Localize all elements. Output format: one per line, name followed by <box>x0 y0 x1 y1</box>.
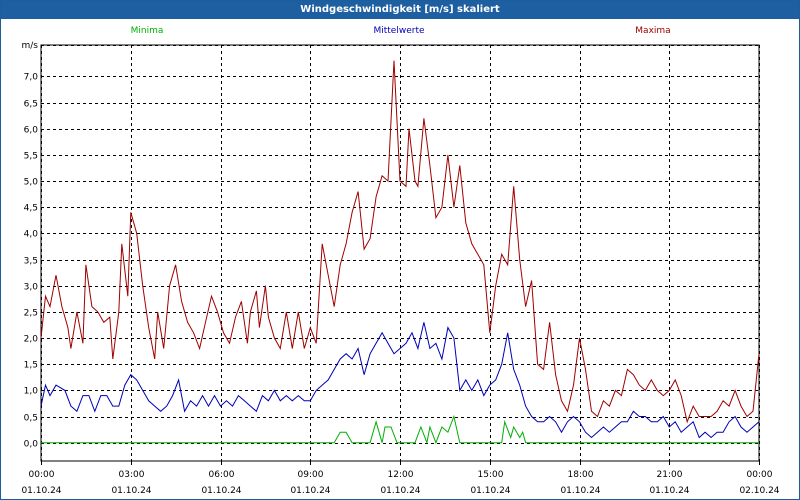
x-tick-time: 06:00 <box>209 470 235 480</box>
y-tick-label: 3,0 <box>24 283 39 293</box>
window-title: Windgeschwindigkeit [m/s] skaliert <box>1 1 799 19</box>
x-tick-date: 01.10.24 <box>111 486 151 496</box>
x-tick-date: 01.10.24 <box>290 486 330 496</box>
x-tick-date: 01.10.24 <box>380 486 420 496</box>
y-tick-label: 1,5 <box>24 361 38 371</box>
y-tick-label: 0,5 <box>24 414 38 424</box>
x-tick-time: 15:00 <box>478 470 504 480</box>
series-line-maxima <box>40 60 760 424</box>
x-tick-time: 00:00 <box>29 470 55 480</box>
y-tick-label: 3,5 <box>24 257 38 267</box>
series-line-minima <box>41 414 759 445</box>
y-tick-label: 0,0 <box>24 440 39 450</box>
x-tick-date: 01.10.24 <box>649 486 689 496</box>
y-tick-label: 6,0 <box>24 126 39 136</box>
x-tick-date: 02.10.24 <box>739 486 779 496</box>
x-tick-date: 01.10.24 <box>21 486 61 496</box>
x-tick-time: 21:00 <box>657 470 683 480</box>
y-tick-label: 5,5 <box>24 152 38 162</box>
x-tick-time: 00:00 <box>747 470 773 480</box>
x-tick-time: 09:00 <box>298 470 324 480</box>
x-tick-date: 01.10.24 <box>470 486 510 496</box>
y-unit-label: m/s <box>22 41 39 51</box>
x-tick-date: 01.10.24 <box>201 486 241 496</box>
y-tick-label: 7,0 <box>24 73 39 83</box>
y-tick-label: 5,0 <box>24 178 39 188</box>
x-tick-date: 01.10.24 <box>560 486 600 496</box>
y-tick-label: 2,5 <box>24 309 38 319</box>
legend-mittelwerte: Mittelwerte <box>373 26 424 36</box>
x-tick-time: 12:00 <box>388 470 414 480</box>
y-tick-label: 4,0 <box>24 230 39 240</box>
x-tick-time: 18:00 <box>568 470 594 480</box>
y-tick-label: 2,0 <box>24 335 39 345</box>
series-line-mittelwerte <box>40 322 760 439</box>
legend-minima: Minima <box>131 26 164 36</box>
y-tick-label: 4,5 <box>24 204 38 214</box>
legend-maxima: Maxima <box>635 26 670 36</box>
y-tick-label: 6,5 <box>24 100 38 110</box>
y-tick-label: 1,0 <box>24 387 39 397</box>
x-tick-time: 03:00 <box>119 470 145 480</box>
